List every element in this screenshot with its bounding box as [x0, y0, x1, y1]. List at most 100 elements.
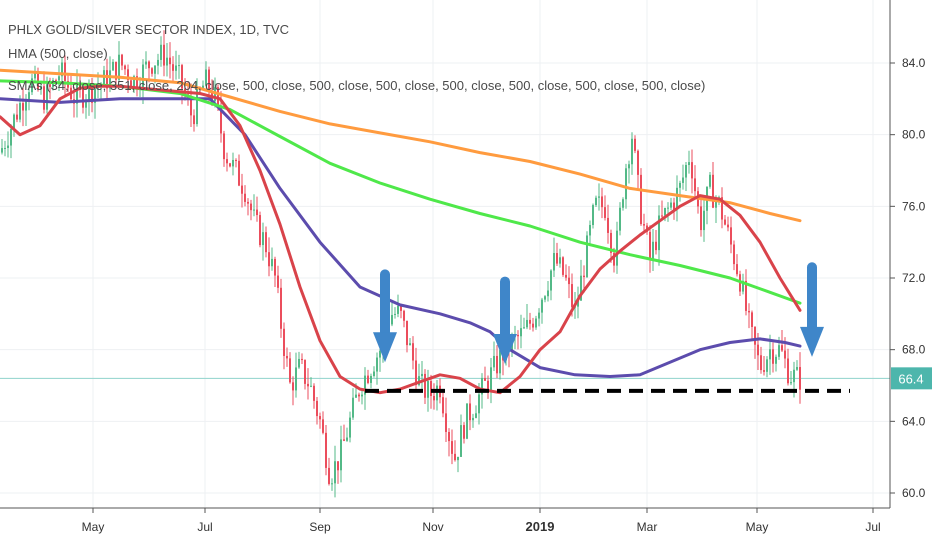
candle-body — [499, 350, 501, 374]
candle-body — [532, 323, 534, 328]
candle-body — [424, 373, 426, 398]
candle-body — [178, 65, 180, 67]
x-tick-label: Jul — [865, 520, 880, 534]
candle-body — [31, 78, 33, 93]
candle-body — [235, 159, 237, 161]
candle-body — [445, 413, 447, 432]
candle-body — [34, 72, 36, 79]
candle-body — [616, 230, 618, 266]
candle-body — [313, 385, 315, 401]
candle-body — [91, 83, 93, 103]
candle-body — [115, 61, 117, 80]
candle-body — [538, 312, 540, 319]
time-axis[interactable]: May Jul Sep Nov 2019 Mar May Jul — [0, 507, 890, 534]
candle-body — [328, 467, 330, 484]
candle-body — [370, 376, 372, 383]
candle-body — [529, 319, 531, 324]
candle-body — [283, 328, 285, 356]
candle-body — [475, 413, 477, 418]
candle-body — [766, 359, 768, 372]
x-tick-label: Sep — [309, 520, 331, 534]
candle-body — [244, 193, 246, 202]
candle-body — [658, 215, 660, 251]
candle-body — [478, 394, 480, 414]
candle-body — [58, 76, 60, 81]
candle-body — [490, 367, 492, 391]
candle-body — [727, 224, 729, 228]
candle-body — [553, 253, 555, 271]
candle-body — [625, 168, 627, 200]
y-tick-label: 80.0 — [902, 128, 926, 142]
candle-body — [229, 163, 231, 167]
candle-body — [526, 319, 528, 328]
candle-body — [13, 114, 15, 129]
candle-body — [745, 280, 747, 311]
candle-body — [358, 394, 360, 397]
candle-body — [379, 350, 381, 358]
candle-body — [130, 80, 132, 87]
candle-body — [742, 280, 744, 292]
x-tick-label: Jul — [197, 520, 212, 534]
candle-body — [418, 376, 420, 386]
price-axis[interactable]: 60.0 64.0 68.0 72.0 76.0 80.0 84.0 66.4 — [889, 0, 932, 508]
candle-body — [232, 159, 234, 167]
candle-body — [769, 349, 771, 360]
candle-body — [175, 65, 177, 71]
candle-body — [61, 62, 63, 77]
candle-body — [265, 232, 267, 253]
candle-body — [673, 202, 675, 210]
candle-body — [799, 367, 801, 390]
candle-body — [295, 367, 297, 391]
candle-body — [448, 431, 450, 442]
candle-body — [517, 334, 519, 337]
candle-body — [337, 461, 339, 471]
x-tick-label: May — [746, 520, 769, 534]
candle-body — [202, 85, 204, 90]
candle-body — [436, 385, 438, 401]
candle-body — [292, 382, 294, 391]
annotation-arrow-head — [493, 334, 517, 364]
y-tick-label: 64.0 — [902, 414, 926, 428]
candle-body — [322, 419, 324, 433]
candle-body — [376, 357, 378, 372]
candle-body — [85, 100, 87, 108]
candle-body — [640, 174, 642, 225]
candle-body — [631, 138, 633, 165]
candle-body — [427, 381, 429, 398]
x-tick-label: 2019 — [526, 519, 555, 534]
candle-body — [361, 394, 363, 397]
candle-body — [118, 54, 120, 80]
candle-body — [790, 382, 792, 384]
candle-body — [268, 252, 270, 267]
candle-body — [109, 70, 111, 89]
candle-body — [280, 287, 282, 329]
candle-body — [307, 383, 309, 387]
candle-body — [415, 360, 417, 386]
indicator-legend-smas[interactable]: SMAs (34, close, 351, close, 204, close,… — [8, 78, 706, 93]
y-tick-label: 76.0 — [902, 199, 926, 213]
candle-body — [772, 349, 774, 364]
candle-body — [223, 133, 225, 160]
candle-body — [64, 62, 66, 82]
candle-body — [784, 350, 786, 359]
indicator-line-hma — [0, 97, 802, 378]
candle-body — [484, 377, 486, 381]
candle-body — [391, 314, 393, 325]
candle-body — [169, 57, 171, 65]
candle-body — [76, 84, 78, 104]
candle-body — [430, 381, 432, 397]
candle-body — [346, 437, 348, 441]
indicator-legend-hma[interactable]: HMA (500, close) — [8, 46, 108, 61]
candle-body — [112, 61, 114, 71]
candle-body — [49, 84, 51, 87]
annotations — [365, 262, 850, 393]
chart-title: PHLX GOLD/SILVER SECTOR INDEX, 1D, TVC — [8, 22, 290, 37]
candle-body — [610, 232, 612, 253]
candle-body — [568, 277, 570, 285]
candle-body — [751, 312, 753, 327]
candle-body — [607, 217, 609, 233]
candle-body — [667, 207, 669, 209]
candle-body — [160, 44, 162, 60]
candle-body — [286, 355, 288, 359]
